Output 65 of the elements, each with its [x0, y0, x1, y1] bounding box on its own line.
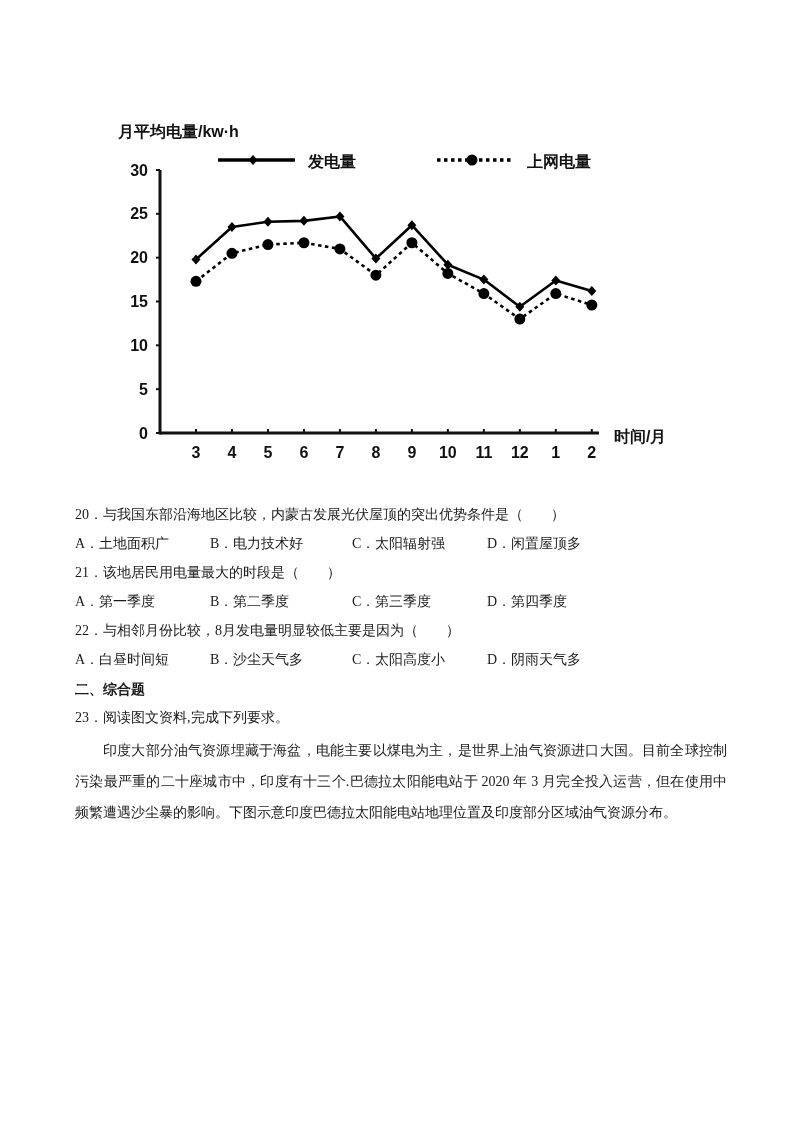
point [551, 275, 561, 286]
point [263, 216, 273, 227]
point [550, 288, 562, 300]
point [407, 220, 417, 231]
x-axis-title: 时间/月 [614, 427, 667, 445]
point [442, 267, 454, 279]
text: D．阴雨天气多 [487, 651, 582, 669]
text: A．土地面积广 [75, 535, 170, 553]
y-tick-label: 10 [130, 336, 149, 354]
text: C．太阳高度小 [352, 651, 446, 669]
y-tick-label: 25 [130, 205, 149, 223]
point [587, 285, 597, 296]
text: D．第四季度 [487, 593, 568, 611]
point [227, 221, 237, 232]
point [479, 274, 489, 285]
point [299, 215, 309, 226]
x-tick-label: 4 [227, 443, 237, 461]
text: D．闲置屋顶多 [487, 535, 582, 553]
text: C．太阳辐射强 [352, 535, 446, 553]
y-tick-label: 0 [139, 424, 149, 442]
x-tick-label: 1 [551, 443, 561, 461]
text: A．白昼时间短 [75, 651, 170, 669]
text: B．沙尘天气多 [210, 651, 304, 669]
text: C．第三季度 [352, 593, 432, 611]
x-tick-label: 8 [371, 443, 381, 461]
x-tick-label: 11 [475, 443, 493, 461]
text: 印度大部分油气资源埋藏于海盆，电能主要以煤电为主，是世界上油气资源进口大国。目前全球控制污染最严重的二十座城市中，印度有十三个.巴德拉太阳能电站于 2020 年 3 月完全投入运营，但在使用中频繁遭遇沙尘暴的影响。下图示意印度巴德拉太阳能电站地理位置及印度部分区域油气资源分布。 [75, 741, 727, 822]
text: 22．与相邻月份比较，8月发电量明显较低主要是因为（ ） [75, 622, 460, 640]
point [226, 247, 238, 259]
point [262, 239, 274, 251]
point [443, 259, 453, 270]
point [191, 254, 201, 265]
point [371, 253, 381, 264]
point [586, 299, 598, 311]
point [298, 237, 310, 249]
text: B．电力技术好 [210, 535, 304, 553]
y-tick-label: 20 [130, 249, 149, 267]
x-tick-label: 5 [263, 443, 273, 461]
x-tick-label: 7 [335, 443, 345, 461]
legend-label: 上网电量 [526, 152, 591, 170]
point [515, 301, 525, 312]
point [514, 313, 526, 325]
y-tick-label: 15 [130, 293, 149, 310]
y-tick-label: 5 [139, 380, 149, 398]
x-tick-label: 10 [438, 443, 457, 461]
x-tick-label: 12 [510, 443, 529, 461]
text: 21．该地居民用电量最大的时段是（ ） [75, 564, 341, 582]
text: 二、综合题 [75, 680, 145, 699]
text: 23．阅读图文资料,完成下列要求。 [75, 709, 289, 727]
y-axis-title: 月平均电量/kw·h [117, 122, 239, 140]
text: A．第一季度 [75, 593, 156, 611]
x-tick-label: 2 [587, 443, 597, 461]
x-tick-label: 9 [407, 443, 417, 461]
point [406, 237, 418, 249]
x-tick-label: 6 [299, 443, 309, 461]
point [370, 269, 382, 281]
point [335, 211, 345, 222]
point [190, 275, 202, 287]
legend-label: 发电量 [307, 152, 356, 170]
y-tick-label: 30 [130, 161, 149, 179]
point [334, 243, 346, 255]
text: 20．与我国东部沿海地区比较，内蒙古发展光伏屋顶的突出优势条件是（ ） [75, 506, 565, 524]
point [478, 288, 490, 300]
text: B．第二季度 [210, 593, 290, 611]
x-tick-label: 3 [191, 443, 201, 461]
